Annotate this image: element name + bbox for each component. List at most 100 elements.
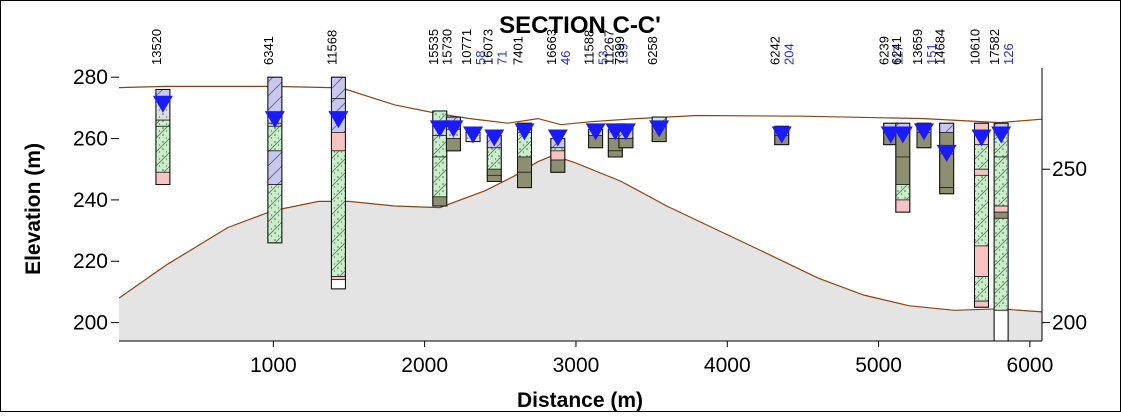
well-layer-silt (486, 168, 502, 176)
well-layer-silt (607, 150, 623, 158)
well-layer-till (895, 199, 911, 213)
well-label: 7401 (511, 36, 526, 65)
well-17582 (993, 122, 1009, 341)
water-level-icon (264, 111, 285, 129)
well-casing (432, 110, 448, 207)
well-10610 (973, 122, 989, 308)
well-label: 6241 (889, 36, 904, 65)
y-tick-label-right: 250 (1052, 158, 1087, 181)
well-label: 71 (494, 51, 509, 65)
well-layer-silt (445, 138, 461, 152)
well-layer-silt (993, 211, 1009, 219)
well-layer-hatch (267, 150, 282, 185)
well-label: 10771 (459, 29, 474, 65)
well-layer-silt (517, 156, 532, 173)
well-casing (993, 122, 1009, 341)
x-tick-label: 1000 (250, 354, 297, 377)
well-layer-hatch (267, 126, 282, 151)
ground-surface-line (119, 85, 1042, 126)
well-casing (330, 76, 346, 290)
well-layer-hatch (974, 144, 989, 170)
well-label: 204 (782, 43, 797, 65)
well-layer-hatch (331, 77, 346, 99)
well-casing (916, 122, 932, 149)
water-level-icon (463, 126, 484, 144)
well-layer-till (993, 205, 1009, 213)
well-casing (895, 122, 911, 213)
well-label: 117 (891, 44, 906, 65)
x-axis-label: Distance (m) (517, 389, 643, 412)
water-level-icon (913, 123, 934, 141)
well-layer-till (331, 132, 346, 152)
x-tick-label: 3000 (553, 354, 600, 377)
y-tick-label-left: 280 (73, 66, 108, 89)
well-label: 151 (924, 43, 939, 65)
water-level-icon (484, 129, 505, 147)
well-label: 17582 (987, 29, 1002, 65)
x-tick-label: 6000 (1007, 354, 1054, 377)
well-casing (774, 125, 790, 146)
well-14684 (939, 122, 955, 195)
well-label: 139 (615, 43, 630, 65)
water-level-icon (429, 120, 450, 138)
water-level-icon (991, 126, 1012, 144)
plot-area (119, 76, 1042, 341)
well-layer-hatch (974, 276, 989, 302)
chart-title: SECTION C-C' (499, 12, 661, 39)
y-tick-label-right: 200 (1052, 312, 1087, 335)
well-label: 46 (558, 51, 573, 65)
x-tick-label: 5000 (855, 354, 902, 377)
well-layer-hatch (994, 218, 1009, 311)
well-layer-till (155, 171, 171, 185)
water-level-icon (547, 129, 568, 147)
well-11568 (330, 76, 346, 290)
well-casing (939, 122, 955, 195)
well-layer-hatch (994, 156, 1009, 207)
well-label: 6239 (877, 36, 892, 65)
water-level-icon (971, 129, 992, 147)
well-layer-none (331, 279, 346, 290)
water-level-icon (936, 144, 957, 162)
well-layer-silt (517, 171, 532, 189)
water-level-icon (649, 120, 670, 138)
well-label: 15535 (426, 29, 441, 65)
well-label: 11267 (601, 30, 616, 65)
water-level-icon (892, 126, 913, 144)
y-tick-label-left: 220 (73, 250, 108, 273)
water-level-icon (771, 126, 792, 144)
water-level-icon (152, 95, 173, 113)
well-layer-hatch (939, 123, 954, 133)
well-layer-hatch (155, 126, 170, 173)
well-layer-hatch (550, 147, 565, 151)
well-label: 10610 (967, 29, 982, 65)
well-label: 53 (596, 51, 611, 65)
well-label: 16663 (544, 29, 559, 65)
well-layer-hatch (994, 132, 1009, 157)
well-label: 14684 (933, 29, 948, 65)
water-level-icon (328, 111, 349, 129)
well-casing (267, 76, 283, 244)
well-casing (445, 116, 461, 152)
well-label: 58 (473, 51, 488, 65)
well-label: 6341 (261, 36, 276, 65)
x-tick-label: 4000 (704, 354, 751, 377)
y-tick-label-left: 260 (73, 128, 108, 151)
well-layer-hatch (432, 135, 447, 157)
well-label: 7399 (612, 36, 627, 65)
y-axis-label: Elevation (m) (22, 143, 45, 275)
well-layer-hatch (155, 89, 170, 99)
well-layer-silt (895, 156, 911, 185)
y-tick-label-left: 200 (73, 312, 108, 335)
well-layer-till (974, 168, 989, 176)
well-layer-till (974, 245, 989, 277)
well-layer-silt (939, 187, 955, 195)
well-layer-till (331, 276, 346, 281)
well-casing (973, 122, 989, 308)
well-label: 13659 (910, 29, 925, 65)
water-level-icon (585, 123, 606, 141)
well-layer-hatch (974, 175, 989, 246)
well-layer-silt (432, 196, 448, 207)
